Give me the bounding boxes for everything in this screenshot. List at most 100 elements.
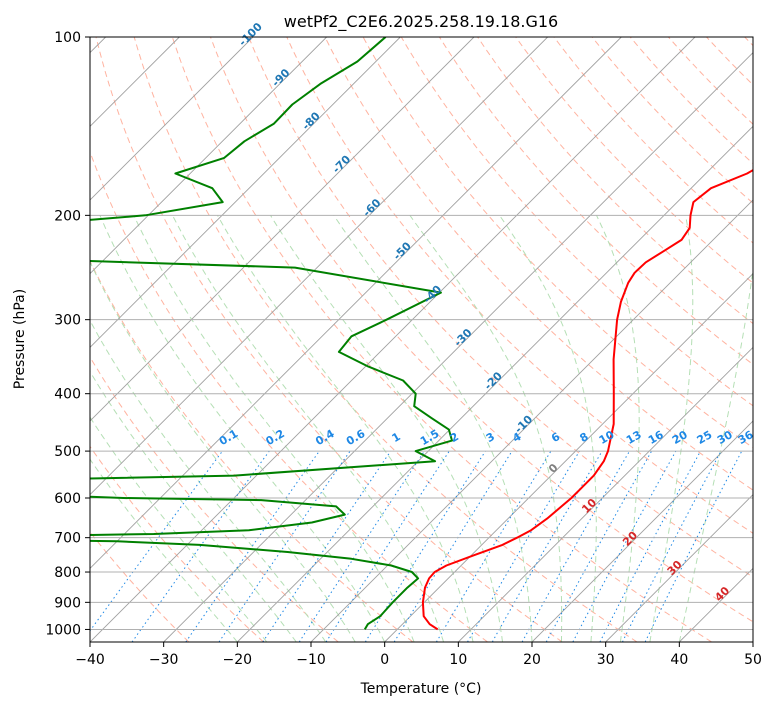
isotherm-line [90, 37, 622, 569]
mixing-ratio-line [644, 450, 743, 642]
x-axis: −40 −30 −20 −10 0 10 20 30 40 50 [75, 642, 762, 668]
y-axis-label: Pressure (hPa) [12, 289, 28, 389]
dry-adiabat [90, 531, 190, 642]
y-tick-label: 1000 [45, 622, 81, 638]
mixing-ratio-labels: 0.1 0.2 0.4 0.6 1 1.5 2 3 4 6 8 10 13 16 20 25 30 36 [217, 427, 756, 448]
mixing-ratio-label: 0.1 [217, 427, 240, 448]
isotherm-label: -100 [236, 20, 265, 49]
x-axis-label: Temperature (°C) [360, 681, 482, 697]
isotherm-label: -50 [391, 239, 414, 262]
isotherm-label: -30 [451, 326, 474, 349]
mixing-ratio-label: 20 [670, 428, 690, 447]
isotherm-line [458, 346, 753, 642]
mixing-ratio-line [262, 450, 392, 642]
mixing-ratio-line [393, 450, 513, 642]
y-tick-label: 900 [54, 595, 81, 611]
x-tick-label: −40 [75, 652, 105, 668]
moist-adiabat [90, 260, 356, 642]
dry-adiabat [210, 37, 753, 623]
moist-adiabat [172, 215, 445, 642]
mixing-ratio-line [364, 450, 486, 642]
isotherm-label: 10 [579, 496, 599, 516]
y-tick-label: 600 [54, 491, 81, 507]
moist-adiabat [90, 458, 238, 642]
dry-adiabat [438, 37, 753, 366]
x-tick-label: 40 [670, 652, 688, 668]
moist-adiabat [133, 215, 415, 642]
mixing-ratio-label: 16 [646, 428, 666, 447]
mixing-ratio-line [185, 450, 320, 642]
moist-adiabat [99, 215, 386, 642]
mixing-ratio-line [298, 450, 425, 642]
mixing-ratio-label: 0.6 [344, 427, 368, 448]
dry-adiabat [324, 37, 753, 491]
y-tick-label: 400 [54, 387, 81, 403]
mixing-ratio-label: 1 [390, 430, 403, 445]
dry-adiabat [744, 37, 753, 47]
isotherm-label: -20 [482, 369, 505, 392]
isotherm-label: -80 [300, 109, 323, 132]
mixing-ratio-line [521, 450, 630, 642]
isotherm-label: -40 [421, 283, 444, 306]
moist-adiabat [333, 215, 533, 642]
pressure-gridlines [90, 37, 753, 630]
x-tick-label: −30 [149, 652, 179, 668]
y-tick-label: 200 [54, 208, 81, 224]
isotherm-line [237, 125, 753, 642]
moist-adiabat [678, 265, 753, 642]
dry-adiabat [591, 37, 753, 204]
moist-adiabat [270, 215, 503, 642]
mixing-ratio-line [467, 450, 580, 642]
isotherm-line [90, 37, 401, 348]
isotherm-line [310, 199, 753, 642]
background-lines [90, 37, 753, 642]
moist-adiabat [90, 370, 297, 642]
mixing-ratio-line [545, 450, 653, 642]
isotherm-line [90, 37, 254, 201]
mixing-ratio-line [325, 450, 450, 642]
mixing-ratio-line [131, 450, 270, 642]
mixing-ratio-line [435, 450, 552, 642]
y-axis: 1000 900 800 700 600 500 400 300 200 100 [45, 30, 90, 638]
dry-adiabat [515, 37, 753, 284]
y-tick-label: 800 [54, 565, 81, 581]
dry-adiabat [133, 37, 638, 642]
isotherm-line [90, 37, 696, 642]
y-tick-label: 500 [54, 444, 81, 460]
x-tick-label: 50 [744, 652, 762, 668]
mixing-ratio-label: 2 [448, 430, 461, 445]
isotherm-line [752, 641, 753, 642]
x-tick-label: 30 [597, 652, 615, 668]
isotherm-line [679, 567, 753, 642]
y-tick-label: 300 [54, 313, 81, 329]
isotherm-label: -70 [330, 153, 353, 176]
chart-title: wetPf2_C2E6.2025.258.19.18.G16 [284, 12, 558, 32]
isotherm-label: -60 [360, 196, 383, 219]
mixing-ratio-line [90, 450, 223, 632]
x-tick-label: 10 [449, 652, 467, 668]
dry-adiabat [553, 37, 753, 244]
profile-lines [90, 37, 753, 631]
dry-adiabat [90, 259, 414, 642]
dry-adiabat [248, 37, 753, 578]
dry-adiabat [668, 37, 753, 125]
dry-adiabat [90, 445, 264, 642]
isotherm-line [90, 37, 548, 496]
y-tick-label: 700 [54, 531, 81, 547]
isotherm-line [90, 37, 475, 422]
mixing-ratio-label: 10 [597, 428, 617, 447]
dry-adiabat [171, 37, 712, 642]
moist-adiabat [409, 215, 563, 642]
mixing-ratio-line [599, 450, 701, 642]
moist-adiabat [217, 215, 474, 642]
mixing-ratio-label: 0.2 [263, 427, 286, 448]
x-tick-label: −20 [223, 652, 253, 668]
isotherm-line [163, 52, 753, 642]
mixing-ratio-line [218, 450, 351, 642]
dry-adiabat [95, 37, 563, 642]
moist-adiabat [649, 215, 694, 642]
mixing-ratio-line [572, 450, 677, 642]
dry-adiabat [286, 37, 753, 534]
mixing-ratio-label: 0.4 [313, 427, 337, 448]
